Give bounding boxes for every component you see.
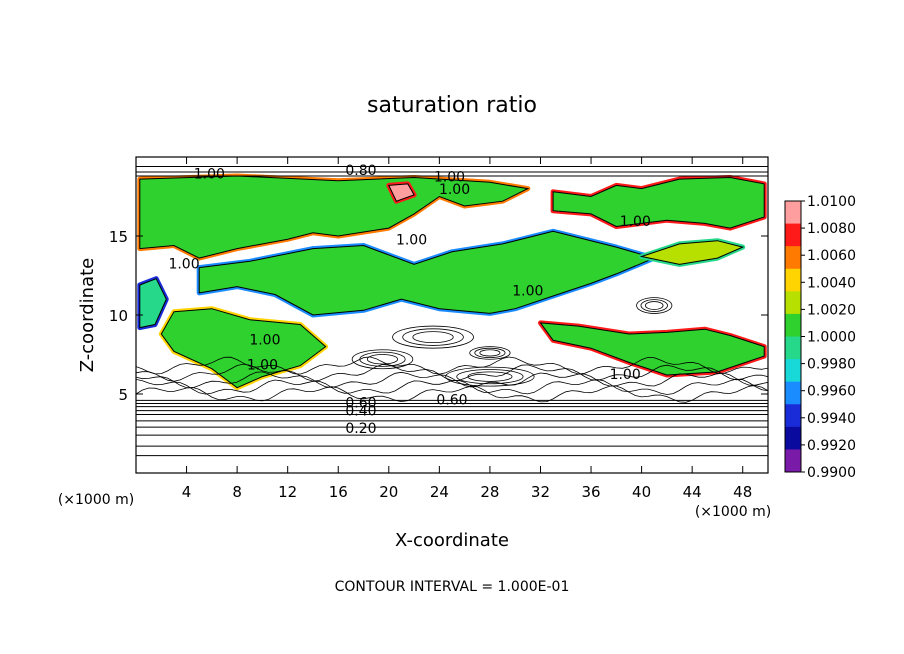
contour-label: 1.00	[439, 182, 470, 198]
colorbar-swatch	[785, 359, 801, 383]
chart-title: saturation ratio	[367, 93, 537, 118]
sat-region-upper-left	[139, 175, 530, 259]
y-ticks: 5 10 15	[109, 228, 768, 404]
y-tick-label: 15	[109, 228, 128, 246]
contour-label: 0.60	[436, 392, 467, 408]
colorbar-swatch	[785, 336, 801, 360]
contour-label: 1.00	[249, 332, 280, 348]
contour-label: 0.60	[345, 395, 376, 411]
plot-area: 1.00 0.80 1.001.001.001.001.001.001.001.00…	[135, 156, 769, 474]
contour-oval	[479, 349, 501, 357]
sat-region-upper-right	[552, 176, 765, 229]
contour-label: 1.00	[610, 367, 641, 383]
contour-oval	[412, 331, 454, 344]
contour-label: 0.20	[345, 421, 376, 437]
contour-line-wave	[136, 356, 768, 375]
x-axis-label: X-coordinate	[395, 530, 509, 551]
y-axis-label: Z-coordinate	[77, 258, 98, 373]
contour-oval	[467, 371, 513, 382]
sat-region-middle	[198, 230, 656, 316]
colorbar-label: 1.0100	[807, 194, 856, 210]
y-unit-label: (×1000 m)	[58, 492, 134, 508]
contour-line-wave	[136, 371, 768, 389]
x-tick-label: 44	[683, 483, 702, 501]
colorbar-swatch	[785, 449, 801, 473]
colorbar-swatch	[785, 404, 801, 428]
contour-label: 1.00	[247, 358, 278, 374]
contour-oval	[359, 351, 406, 367]
contour-oval	[351, 349, 414, 370]
colorbar-swatch	[785, 381, 801, 405]
x-tick-label: 28	[480, 483, 499, 501]
contour-label: 1.00	[194, 166, 225, 182]
x-tick-label: 40	[632, 483, 651, 501]
colorbar-label: 0.9920	[807, 438, 856, 454]
contour-oval	[366, 354, 399, 365]
y-tick-label: 5	[118, 386, 128, 404]
contour-oval	[644, 301, 664, 310]
contour-oval	[640, 299, 668, 312]
colorbar-swatch	[785, 268, 801, 292]
colorbar-label: 0.9940	[807, 411, 856, 427]
contour-line-wave	[136, 385, 768, 403]
contour-oval	[402, 328, 464, 346]
colorbar-label: 1.0080	[807, 221, 856, 237]
contour-label: 1.00	[434, 170, 465, 186]
y-tick-label: 10	[109, 307, 128, 325]
colorbar-swatch	[785, 246, 801, 270]
sat-region-pink	[388, 183, 415, 202]
x-tick-label: 36	[581, 483, 600, 501]
contour-line-wave	[136, 363, 768, 382]
colorbar-swatch	[785, 313, 801, 337]
contour-label: 1.00	[168, 256, 199, 272]
colorbar-swatch	[785, 223, 801, 247]
x-unit-label: (×1000 m)	[695, 504, 771, 520]
contour-label: 1.00	[512, 283, 543, 299]
contour-oval	[469, 346, 511, 360]
colorbar-swatch	[785, 201, 801, 225]
colorbar-label: 0.9980	[807, 357, 856, 373]
contour-label: 0.40	[345, 403, 376, 419]
contour-label: 1.00	[396, 233, 427, 249]
x-tick-label: 8	[232, 483, 242, 501]
contour-label: 0.80	[345, 163, 376, 179]
x-tick-label: 32	[531, 483, 550, 501]
colorbar-swatch	[785, 291, 801, 315]
x-tick-label: 4	[182, 483, 192, 501]
x-tick-label: 12	[278, 483, 297, 501]
colorbar: 1.0100 1.0080 1.0060 1.0040 1.0020 1.0000 0.99…	[784, 194, 856, 481]
sat-region-edge-left	[139, 278, 167, 329]
colorbar-label: 1.0020	[807, 302, 856, 318]
contour-oval	[636, 297, 673, 314]
x-tick-label: 16	[329, 483, 348, 501]
contour-label: 1.00	[620, 214, 651, 230]
contour-oval	[445, 366, 535, 387]
x-ticks: 4 8 12 16 20 24 28 32 36 40 44 48	[182, 157, 752, 501]
colorbar-label: 0.9900	[807, 465, 856, 481]
contour-interval-label: CONTOUR INTERVAL = 1.000E-01	[335, 579, 570, 595]
colorbar-swatch	[785, 426, 801, 450]
x-tick-label: 24	[430, 483, 449, 501]
x-tick-label: 48	[733, 483, 752, 501]
contour-oval	[392, 325, 474, 349]
colorbar-label: 0.9960	[807, 384, 856, 400]
colorbar-label: 1.0040	[807, 275, 856, 291]
contour-oval	[474, 347, 506, 359]
colorbar-label: 1.0000	[807, 330, 856, 346]
sat-region-lower-right	[539, 322, 765, 376]
sat-region-small-right	[639, 240, 745, 265]
contour-oval	[456, 369, 524, 385]
colorbar-label: 1.0060	[807, 248, 856, 264]
x-tick-label: 20	[379, 483, 398, 501]
